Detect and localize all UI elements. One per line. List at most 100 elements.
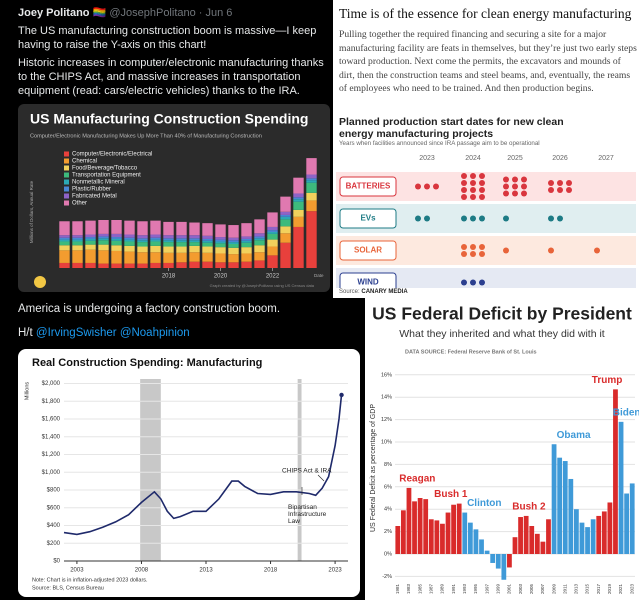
author[interactable]: Joey Politano 🏳️‍🌈 bbox=[18, 7, 107, 19]
annotation: Bipartisan Infrastructure Law bbox=[288, 504, 328, 525]
bar bbox=[529, 526, 535, 554]
dot bbox=[503, 183, 509, 190]
president-label: Bush 2 bbox=[512, 502, 546, 513]
bar-segment bbox=[176, 240, 187, 243]
article-panel: Time is of the essence for clean energy … bbox=[333, 0, 639, 298]
bar-segment bbox=[176, 242, 187, 247]
bar-segment bbox=[137, 235, 148, 239]
bar-segment bbox=[254, 252, 265, 261]
bar bbox=[518, 517, 523, 554]
bar-segment bbox=[215, 224, 226, 238]
bar-segment bbox=[306, 178, 317, 181]
row-label: EVs bbox=[360, 214, 376, 223]
bar-segment bbox=[111, 238, 122, 241]
bar bbox=[562, 461, 568, 554]
bar-segment bbox=[98, 250, 109, 264]
note: Note: Chart is in inflation-adjusted 202… bbox=[32, 577, 148, 583]
year-label: 2027 bbox=[598, 155, 614, 162]
legend-swatch bbox=[64, 172, 69, 178]
bar-segment bbox=[189, 238, 200, 241]
bar-segment bbox=[72, 237, 83, 240]
bar bbox=[467, 522, 473, 554]
chart-image: Real Construction Spending: Manufacturin… bbox=[18, 349, 360, 597]
dot bbox=[548, 247, 554, 254]
bar-segment bbox=[254, 260, 265, 268]
bar-segment bbox=[228, 225, 239, 238]
x-tick-label: 2018 bbox=[264, 568, 278, 574]
bar-segment bbox=[124, 234, 135, 238]
chart-subtitle: Years when facilities announced since IR… bbox=[339, 140, 540, 147]
bar-segment bbox=[111, 245, 122, 251]
y-tick-label: 4% bbox=[384, 507, 392, 513]
bar-segment bbox=[254, 236, 265, 239]
legend-swatch bbox=[64, 179, 69, 185]
bar-segment bbox=[189, 261, 200, 268]
bar-segment bbox=[150, 237, 161, 240]
bar bbox=[534, 533, 540, 554]
bar-segment bbox=[215, 262, 226, 268]
bar bbox=[412, 501, 417, 554]
bar-segment bbox=[306, 200, 317, 212]
y-tick-label: $400 bbox=[47, 523, 61, 529]
line bbox=[63, 394, 343, 536]
legend-label: Nonmetallic Mineral bbox=[72, 180, 125, 186]
bar-segment bbox=[189, 242, 200, 246]
bar-segment bbox=[280, 219, 291, 227]
dot bbox=[470, 187, 476, 193]
chart-title: US Manufacturing Construction Spending bbox=[30, 111, 308, 127]
bar-segment bbox=[72, 221, 83, 236]
bar bbox=[473, 529, 479, 554]
bar-segment bbox=[306, 158, 317, 175]
bar-segment bbox=[176, 246, 187, 253]
legend-swatch bbox=[64, 200, 69, 206]
bar-segment bbox=[150, 220, 161, 235]
bar bbox=[456, 503, 462, 554]
bar-segment bbox=[85, 238, 96, 241]
bar-segment bbox=[228, 247, 239, 255]
bar-segment bbox=[306, 182, 317, 193]
bar-segment bbox=[215, 239, 226, 242]
president-label: Biden bbox=[613, 407, 639, 418]
bar bbox=[462, 512, 468, 554]
deficit-panel: US Federal Deficit by President What the… bbox=[365, 298, 639, 600]
dot bbox=[479, 279, 485, 286]
bar-segment bbox=[254, 219, 265, 234]
row-icon bbox=[339, 272, 397, 288]
bar-segment bbox=[111, 220, 122, 234]
bar-segment bbox=[59, 262, 70, 268]
year-label: 2025 bbox=[507, 155, 523, 162]
bar-segment bbox=[228, 262, 239, 268]
legend-label: Chemical bbox=[72, 159, 97, 165]
bar bbox=[512, 537, 518, 554]
row-icon bbox=[339, 208, 397, 229]
bar-segment bbox=[202, 223, 213, 236]
x-tick-label: 1999 bbox=[495, 583, 500, 594]
bar bbox=[546, 519, 551, 554]
y-tick-label: 16% bbox=[381, 372, 392, 378]
bar bbox=[540, 541, 546, 554]
bar-segment bbox=[293, 199, 304, 202]
dot bbox=[461, 244, 467, 250]
dot bbox=[415, 183, 421, 190]
legend-label: Plastic/Rubber bbox=[72, 187, 111, 193]
bar-segment bbox=[137, 221, 148, 236]
bar-segment bbox=[137, 240, 148, 243]
tweet-header: Joey Politano 🏳️‍🌈 @JosephPolitano · Jun… bbox=[18, 6, 328, 20]
dot bbox=[461, 187, 467, 193]
bar-segment bbox=[293, 226, 304, 268]
mention[interactable]: @Noahpinion bbox=[119, 327, 190, 339]
bar-segment bbox=[98, 236, 109, 239]
bar-segment bbox=[306, 180, 317, 183]
bar-segment bbox=[228, 244, 239, 248]
bar-segment bbox=[241, 247, 252, 254]
bar-segment bbox=[150, 241, 161, 246]
dot bbox=[521, 176, 527, 183]
bar-segment bbox=[111, 263, 122, 268]
bar-segment bbox=[202, 238, 213, 241]
mention[interactable]: @IrvingSwisher bbox=[35, 327, 117, 339]
x-tick-label: 2013 bbox=[574, 583, 579, 594]
president-label: Reagan bbox=[399, 474, 435, 485]
bar-segment bbox=[241, 223, 252, 237]
bar bbox=[568, 478, 574, 554]
